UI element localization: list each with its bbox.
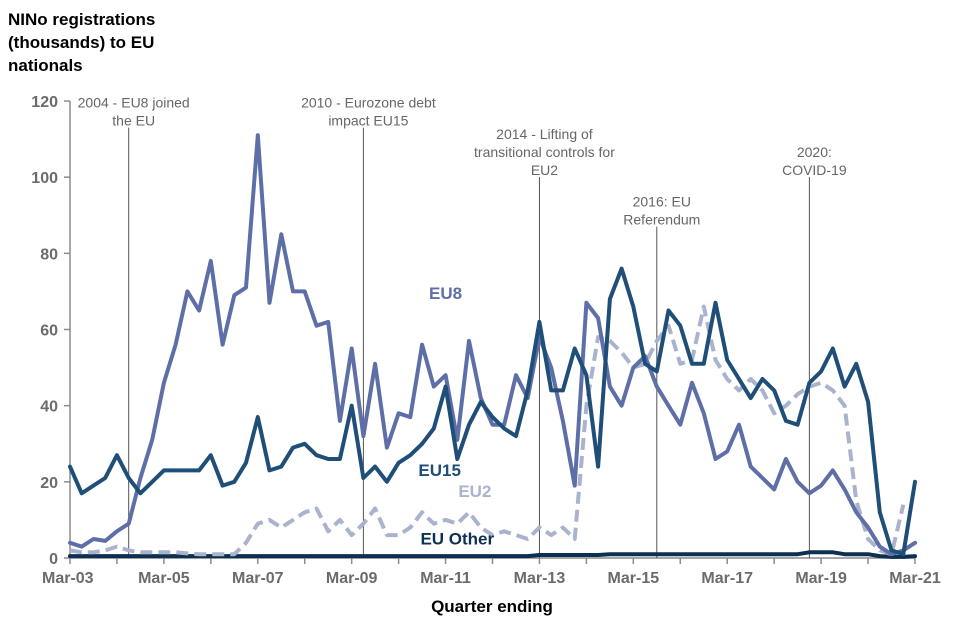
series-label-eu2: EU2 bbox=[458, 482, 491, 501]
annotation-text: COVID-19 bbox=[782, 162, 847, 178]
annotation-text: the EU bbox=[112, 113, 155, 129]
annotation-text: EU2 bbox=[531, 162, 558, 178]
series-lines bbox=[68, 133, 917, 559]
x-tick-label: Mar-19 bbox=[795, 570, 847, 587]
x-tick-label: Mar-21 bbox=[889, 570, 941, 587]
y-tick-label: 40 bbox=[40, 399, 58, 416]
x-tick-label: Mar-15 bbox=[608, 570, 660, 587]
series-label-eu15: EU15 bbox=[418, 461, 461, 480]
x-tick-label: Mar-11 bbox=[420, 570, 471, 587]
series-label-eu-other: EU Other bbox=[420, 530, 494, 549]
annotation-text: 2020: bbox=[797, 144, 832, 160]
series-line-eu2 bbox=[69, 304, 906, 557]
series-label-eu8: EU8 bbox=[429, 284, 462, 303]
annotation-text: 2010 - Eurozone debt bbox=[301, 95, 436, 111]
y-tick-label: 20 bbox=[40, 475, 58, 492]
y-tick-label: 60 bbox=[40, 323, 58, 340]
x-tick-label: Mar-09 bbox=[326, 570, 378, 587]
annotations: 2004 - EU8 joined the EU 2010 - Eurozone d… bbox=[78, 95, 847, 558]
y-tick-label: 120 bbox=[31, 94, 58, 111]
x-axis-title: Quarter ending bbox=[431, 597, 553, 616]
y-tick-label: 80 bbox=[40, 246, 58, 263]
x-tick-label: Mar-03 bbox=[42, 570, 94, 587]
axes: 0 20 40 60 80 100 120 Mar-03 Mar-05 Mar-07 Mar-09 M… bbox=[31, 94, 941, 587]
x-tick-label: Mar-17 bbox=[701, 570, 753, 587]
series-labels: EU8 EU15 EU2 EU Other bbox=[418, 284, 494, 549]
x-tick-label: Mar-05 bbox=[138, 570, 190, 587]
y-tick-label: 0 bbox=[49, 551, 58, 568]
series-line-eu-other bbox=[68, 550, 917, 559]
annotation-text: Referendum bbox=[623, 212, 700, 228]
y-axis-title-line-3: nationals bbox=[8, 56, 83, 75]
series-line-eu8 bbox=[68, 133, 917, 557]
y-axis-title-line-2: (thousands) to EU bbox=[8, 33, 155, 52]
annotation-text: 2014 - Lifting of bbox=[496, 126, 593, 142]
y-tick-label: 100 bbox=[31, 170, 58, 187]
annotation-text: 2004 - EU8 joined bbox=[78, 95, 190, 111]
x-tick-label: Mar-13 bbox=[514, 570, 566, 587]
annotation-text: impact EU15 bbox=[328, 113, 408, 129]
y-axis-title-line-1: NINo registrations bbox=[8, 10, 156, 29]
annotation-text: transitional controls for bbox=[474, 144, 615, 160]
annotation-text: 2016: EU bbox=[633, 194, 691, 210]
x-tick-label: Mar-07 bbox=[232, 570, 284, 587]
series-line-eu15 bbox=[68, 266, 917, 557]
y-axis-title: NINo registrations (thousands) to EU nat… bbox=[8, 8, 155, 77]
